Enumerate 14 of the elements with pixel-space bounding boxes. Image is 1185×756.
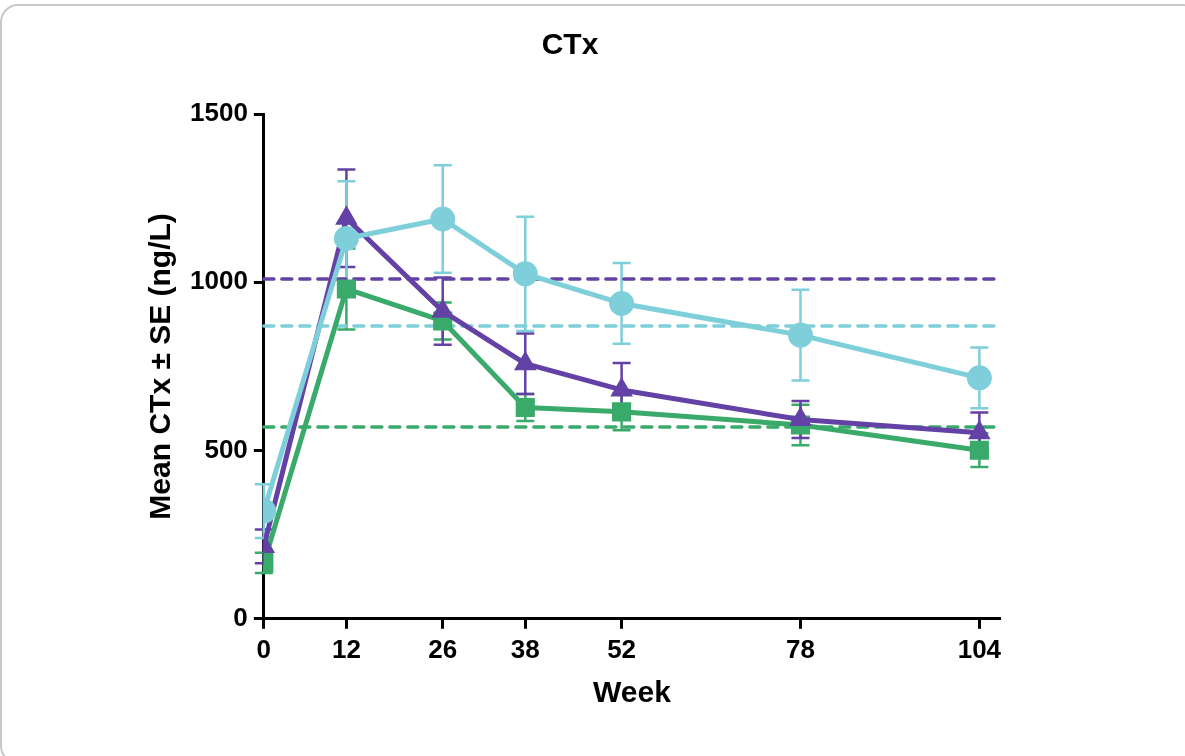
x-tick-label: 52 bbox=[607, 633, 637, 664]
x-tick-label: 78 bbox=[786, 633, 815, 664]
chart-title: CTx bbox=[541, 27, 599, 61]
y-axis-title: Mean CTx ± SE (ng/L) bbox=[143, 213, 177, 520]
y-tick-label: 1500 bbox=[190, 97, 248, 128]
x-axis-title: Week bbox=[593, 675, 672, 709]
x-tick-label: 12 bbox=[331, 633, 361, 664]
x-tick-label: 26 bbox=[428, 633, 458, 664]
y-tick-label: 500 bbox=[204, 433, 248, 464]
x-tick-label: 104 bbox=[957, 633, 1002, 664]
x-tick-label: 38 bbox=[510, 633, 540, 664]
y-tick-label: 1000 bbox=[190, 265, 248, 296]
x-tick-label: 0 bbox=[256, 633, 272, 664]
y-tick-label: 0 bbox=[233, 601, 248, 632]
